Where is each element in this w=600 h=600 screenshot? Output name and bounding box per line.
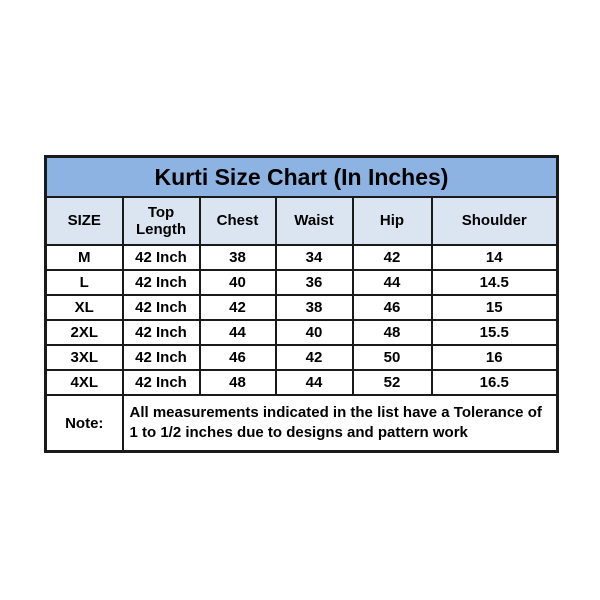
size-value: L [44,269,124,296]
waist-value: 34 [274,244,354,271]
shoulder-value: 15 [430,294,559,321]
waist-value: 38 [274,294,354,321]
size-value: 3XL [44,344,124,371]
chest-value: 46 [198,344,277,371]
column-header-shoulder: Shoulder [430,196,559,246]
chest-value: 42 [198,294,277,321]
table-row-m: M 42 Inch 38 34 42 14 [44,244,559,271]
shoulder-value: 16.5 [430,369,559,396]
shoulder-value: 14 [430,244,559,271]
top-length-value: 42 Inch [121,344,201,371]
column-header-size: SIZE [44,196,124,246]
top-length-value: 42 Inch [121,319,201,346]
shoulder-value: 16 [430,344,559,371]
header-row: SIZE Top Length Chest Waist Hip Shoulder [44,196,559,246]
size-value: M [44,244,124,271]
size-value: XL [44,294,124,321]
shoulder-value: 15.5 [430,319,559,346]
waist-value: 42 [274,344,354,371]
column-header-chest: Chest [198,196,277,246]
hip-value: 42 [351,244,433,271]
table-row-xl: XL 42 Inch 42 38 46 15 [44,294,559,321]
top-length-value: 42 Inch [121,269,201,296]
table-row-3xl: 3XL 42 Inch 46 42 50 16 [44,344,559,371]
table-row-2xl: 2XL 42 Inch 44 40 48 15.5 [44,319,559,346]
chest-value: 48 [198,369,277,396]
note-label: Note: [44,394,124,453]
column-header-waist: Waist [274,196,354,246]
table-row-l: L 42 Inch 40 36 44 14.5 [44,269,559,296]
chest-value: 44 [198,319,277,346]
size-chart-table: Kurti Size Chart (In Inches) SIZE Top Le… [44,155,560,453]
chest-value: 40 [198,269,277,296]
column-header-top-length: Top Length [121,196,201,246]
top-length-value: 42 Inch [121,369,201,396]
waist-value: 44 [274,369,354,396]
hip-value: 44 [351,269,433,296]
note-text: All measurements indicated in the list h… [121,394,559,453]
title-row: Kurti Size Chart (In Inches) [44,155,559,198]
waist-value: 40 [274,319,354,346]
table-row-4xl: 4XL 42 Inch 48 44 52 16.5 [44,369,559,396]
top-length-value: 42 Inch [121,294,201,321]
chest-value: 38 [198,244,277,271]
note-row: Note: All measurements indicated in the … [44,394,559,453]
size-value: 4XL [44,369,124,396]
waist-value: 36 [274,269,354,296]
size-value: 2XL [44,319,124,346]
hip-value: 50 [351,344,433,371]
hip-value: 46 [351,294,433,321]
top-length-value: 42 Inch [121,244,201,271]
hip-value: 48 [351,319,433,346]
shoulder-value: 14.5 [430,269,559,296]
chart-title: Kurti Size Chart (In Inches) [44,155,559,198]
hip-value: 52 [351,369,433,396]
column-header-hip: Hip [351,196,433,246]
